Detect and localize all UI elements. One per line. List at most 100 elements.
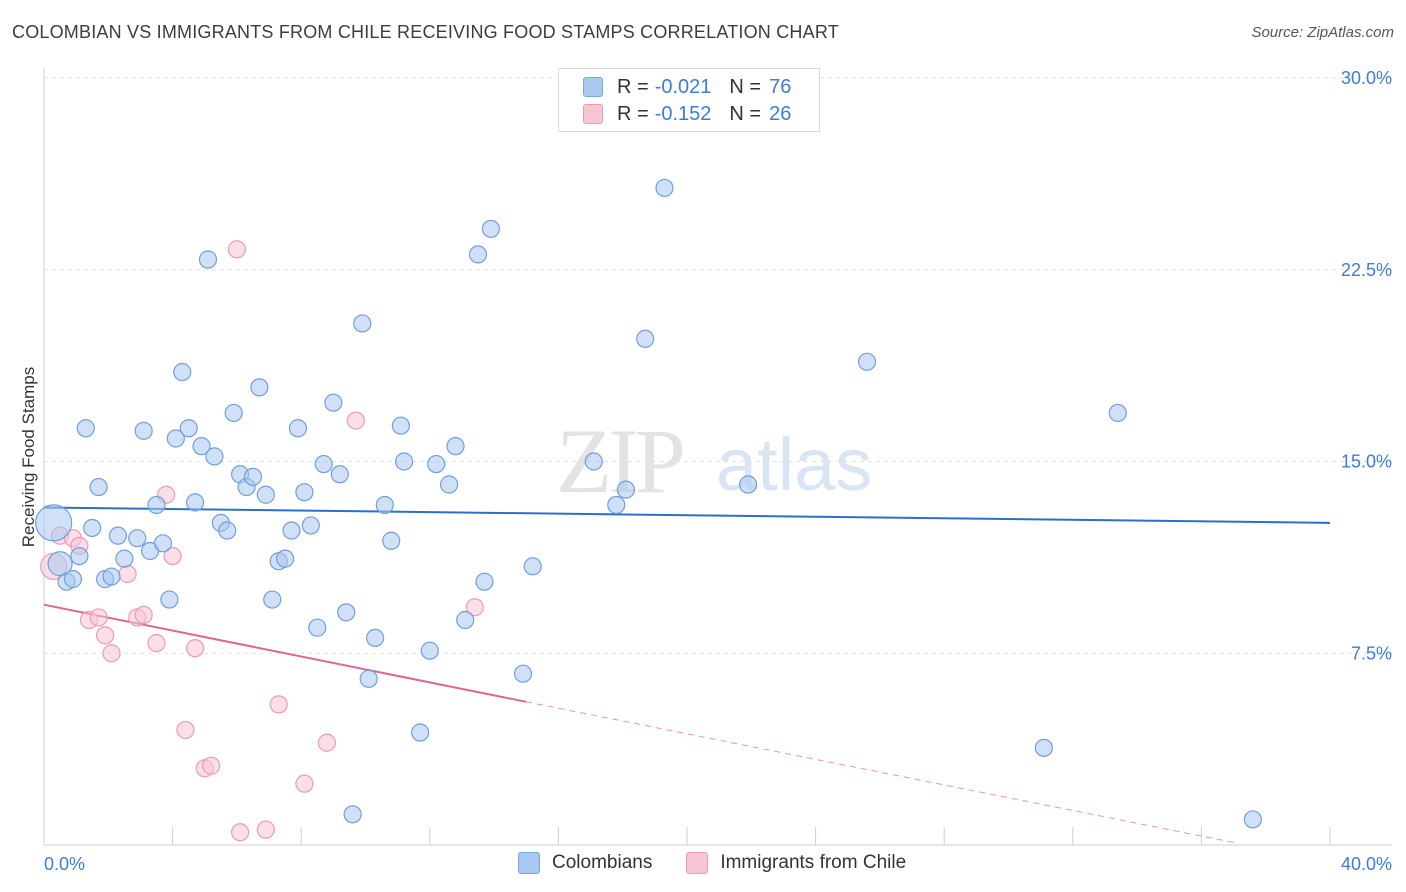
trend-line-chile-extrapolated bbox=[526, 701, 1234, 843]
point-colombians bbox=[523, 557, 542, 576]
point-colombians bbox=[456, 610, 475, 630]
point-colombians bbox=[411, 723, 430, 742]
point-colombians bbox=[89, 477, 108, 497]
legend-row-colombians: R = -0.021 N = 76 bbox=[583, 75, 791, 99]
point-chile bbox=[295, 774, 314, 793]
legend-item-colombians[interactable]: Colombians bbox=[518, 852, 652, 874]
chart-title: COLOMBIAN VS IMMIGRANTS FROM CHILE RECEI… bbox=[12, 22, 839, 42]
legend-swatch-chile bbox=[686, 852, 709, 874]
series-legend: Colombians Immigrants from Chile bbox=[518, 852, 940, 874]
legend-n-label: N = bbox=[729, 75, 762, 98]
point-colombians bbox=[128, 529, 147, 548]
axes bbox=[43, 68, 1392, 846]
point-colombians bbox=[218, 521, 237, 540]
point-chile bbox=[227, 240, 246, 259]
legend-label-chile: Immigrants from Chile bbox=[720, 852, 907, 873]
point-chile bbox=[346, 411, 365, 430]
legend-n-value: 26 bbox=[769, 102, 792, 125]
point-colombians bbox=[63, 570, 83, 589]
point-colombians bbox=[192, 437, 211, 456]
point-chile bbox=[147, 633, 166, 653]
gridlines bbox=[44, 77, 1392, 654]
point-colombians bbox=[1034, 738, 1053, 757]
point-chile bbox=[95, 626, 115, 645]
point-chile bbox=[269, 695, 288, 714]
point-colombians bbox=[366, 628, 385, 648]
point-chile bbox=[163, 546, 182, 566]
y-tick-label: 7.5% bbox=[1351, 643, 1392, 663]
point-colombians bbox=[314, 454, 333, 474]
trend-line-chile bbox=[43, 603, 527, 703]
point-colombians bbox=[857, 352, 877, 371]
point-colombians bbox=[166, 429, 185, 448]
point-colombians bbox=[468, 245, 488, 264]
point-colombians bbox=[330, 465, 349, 484]
point-colombians bbox=[250, 378, 269, 397]
stats-legend: R = -0.021 N = 76 R = -0.152 N = 26 bbox=[558, 68, 820, 132]
legend-n-label: N = bbox=[729, 102, 762, 125]
point-colombians bbox=[655, 178, 674, 198]
points-colombians bbox=[35, 178, 1262, 829]
legend-swatch-blue bbox=[583, 77, 603, 97]
point-colombians bbox=[198, 250, 218, 269]
point-chile bbox=[102, 644, 121, 663]
tick-labels: 7.5% 15.0% 22.5% 30.0% 0.0% 40.0% bbox=[44, 68, 1392, 874]
point-chile bbox=[256, 820, 275, 839]
point-colombians bbox=[439, 475, 459, 494]
watermark: ZIP atlas bbox=[556, 410, 872, 512]
legend-swatch-pink bbox=[583, 104, 603, 124]
point-colombians bbox=[243, 467, 263, 486]
point-colombians bbox=[738, 475, 758, 494]
point-colombians bbox=[76, 419, 95, 438]
point-colombians bbox=[295, 483, 314, 502]
point-chile bbox=[89, 608, 108, 627]
point-colombians bbox=[256, 485, 275, 504]
legend-r-value: -0.152 bbox=[654, 102, 712, 125]
y-axis-label: Receiving Food Stamps bbox=[19, 367, 38, 547]
legend-r-label: R = bbox=[617, 102, 649, 125]
point-colombians bbox=[382, 531, 401, 550]
legend-r-value: -0.021 bbox=[654, 75, 712, 98]
point-colombians bbox=[134, 421, 153, 440]
source-credit: Source: ZipAtlas.com bbox=[1251, 24, 1394, 41]
point-colombians bbox=[186, 493, 205, 512]
trend-lines bbox=[43, 506, 1331, 843]
point-chile bbox=[176, 720, 195, 740]
point-colombians bbox=[375, 495, 394, 515]
point-colombians bbox=[584, 452, 603, 471]
point-colombians bbox=[1243, 810, 1262, 829]
point-colombians bbox=[160, 590, 179, 609]
point-colombians bbox=[394, 452, 414, 471]
point-colombians bbox=[102, 567, 121, 586]
point-colombians bbox=[179, 419, 198, 438]
x-tick-label-min: 0.0% bbox=[44, 854, 85, 874]
point-chile bbox=[202, 756, 221, 775]
x-tick-label-max: 40.0% bbox=[1341, 854, 1392, 874]
point-colombians bbox=[173, 362, 192, 382]
point-colombians bbox=[147, 495, 166, 515]
legend-label-colombians: Colombians bbox=[552, 852, 653, 873]
point-colombians bbox=[282, 521, 301, 540]
legend-item-chile[interactable]: Immigrants from Chile bbox=[686, 852, 906, 874]
point-colombians bbox=[83, 518, 102, 538]
legend-n-value: 76 bbox=[769, 75, 792, 98]
points-chile bbox=[40, 240, 484, 842]
point-colombians bbox=[276, 549, 295, 568]
point-chile bbox=[134, 605, 153, 625]
point-colombians bbox=[337, 603, 356, 622]
y-tick-label: 22.5% bbox=[1341, 260, 1392, 280]
point-colombians bbox=[391, 416, 410, 435]
point-chile bbox=[118, 564, 137, 584]
y-tick-label: 30.0% bbox=[1341, 68, 1392, 88]
watermark-atlas: atlas bbox=[716, 423, 872, 506]
point-colombians bbox=[263, 590, 282, 609]
point-chile bbox=[317, 733, 337, 752]
point-chile bbox=[186, 639, 205, 658]
y-tick-label: 15.0% bbox=[1341, 452, 1392, 472]
point-chile bbox=[465, 598, 484, 617]
legend-swatch-colombians bbox=[518, 852, 540, 874]
point-colombians bbox=[420, 641, 439, 660]
point-colombians bbox=[308, 618, 327, 637]
legend-r-label: R = bbox=[617, 75, 649, 98]
